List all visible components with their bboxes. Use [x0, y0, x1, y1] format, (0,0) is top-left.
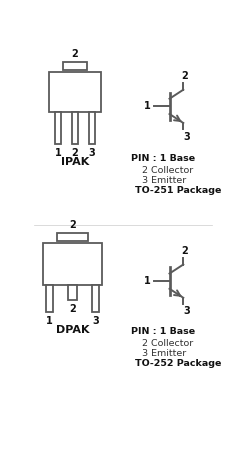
Text: 3 Emitter: 3 Emitter: [142, 176, 186, 184]
Bar: [57, 233, 88, 241]
Text: 1: 1: [144, 101, 151, 111]
Bar: [72, 112, 78, 144]
Text: 2: 2: [72, 148, 78, 158]
Bar: [43, 243, 102, 285]
Text: 1: 1: [54, 148, 61, 158]
Text: PIN : 1 Base: PIN : 1 Base: [131, 327, 195, 336]
Bar: [92, 285, 99, 312]
Bar: [89, 112, 95, 144]
Text: 1: 1: [46, 316, 53, 326]
Text: 3: 3: [92, 316, 99, 326]
Text: DPAK: DPAK: [56, 325, 89, 335]
Text: 3: 3: [183, 131, 190, 142]
Bar: [63, 62, 87, 70]
Text: 3 Emitter: 3 Emitter: [142, 349, 186, 358]
Text: PIN : 1 Base: PIN : 1 Base: [131, 154, 195, 163]
Bar: [46, 285, 53, 312]
Text: 2: 2: [181, 246, 188, 256]
Text: 3: 3: [183, 306, 190, 316]
Text: 2: 2: [181, 71, 188, 81]
Text: TO-252 Package: TO-252 Package: [135, 359, 222, 368]
Text: 2: 2: [72, 50, 78, 59]
Text: TO-251 Package: TO-251 Package: [135, 186, 222, 195]
Text: IPAK: IPAK: [61, 157, 89, 167]
Text: 2: 2: [69, 304, 76, 314]
Text: 1: 1: [144, 276, 151, 286]
Text: 2 Collector: 2 Collector: [142, 339, 193, 348]
Text: 2 Collector: 2 Collector: [142, 166, 193, 175]
Text: 3: 3: [89, 148, 95, 158]
Bar: [68, 285, 77, 301]
Bar: [48, 72, 101, 112]
Text: 2: 2: [69, 220, 76, 230]
Bar: [55, 112, 61, 144]
